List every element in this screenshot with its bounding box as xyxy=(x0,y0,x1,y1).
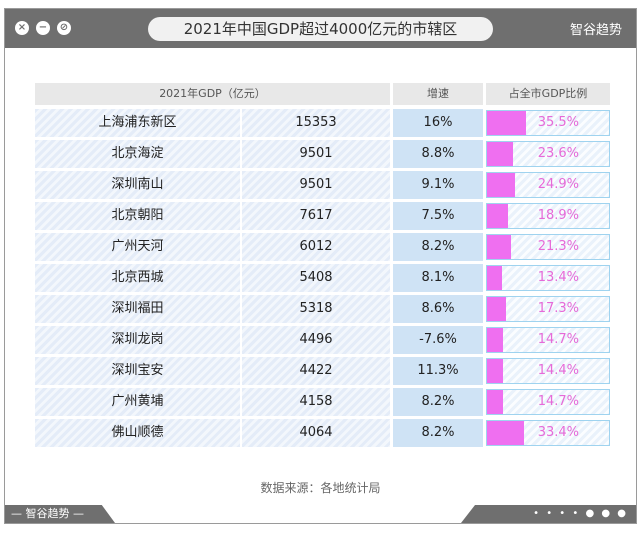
share-cell: 14.7% xyxy=(486,389,610,415)
gdp-value: 5318 xyxy=(242,295,390,323)
gdp-value: 15353 xyxy=(242,109,390,137)
share-cell: 14.4% xyxy=(486,358,610,384)
growth-value: -7.6% xyxy=(393,326,483,354)
gdp-value: 4064 xyxy=(242,419,390,447)
table-row: 深圳龙岗 4496 -7.6% 14.7% xyxy=(35,326,610,354)
close-icon[interactable]: × xyxy=(15,21,29,35)
share-label: 14.7% xyxy=(537,332,579,347)
share-cell: 18.9% xyxy=(486,203,610,229)
share-label: 21.3% xyxy=(537,239,579,254)
cancel-icon[interactable]: ⊘ xyxy=(57,21,71,35)
share-bar xyxy=(487,297,506,321)
share-bar xyxy=(487,235,511,259)
share-label: 14.7% xyxy=(537,394,579,409)
footer-brand: — 智谷趋势 — xyxy=(5,505,115,523)
growth-value: 8.2% xyxy=(393,233,483,261)
share-label: 35.5% xyxy=(537,115,579,130)
table-row: 广州天河 6012 8.2% 21.3% xyxy=(35,233,610,261)
growth-value: 16% xyxy=(393,109,483,137)
share-bar xyxy=(487,390,503,414)
district-name: 广州黄埔 xyxy=(35,388,240,416)
app-window: × − ⊘ 2021年中国GDP超过4000亿元的市辖区 智谷趋势 2021年G… xyxy=(4,8,637,524)
district-name: 上海浦东新区 xyxy=(35,109,240,137)
growth-value: 7.5% xyxy=(393,202,483,230)
table-row: 深圳宝安 4422 11.3% 14.4% xyxy=(35,357,610,385)
gdp-value: 4158 xyxy=(242,388,390,416)
growth-value: 8.2% xyxy=(393,388,483,416)
share-cell: 23.6% xyxy=(486,141,610,167)
growth-value: 8.2% xyxy=(393,419,483,447)
bottom-bar: — 智谷趋势 — • • • • ● ● ● xyxy=(5,505,636,523)
table-row: 北京海淀 9501 8.8% 23.6% xyxy=(35,140,610,168)
gdp-value: 9501 xyxy=(242,171,390,199)
share-cell: 13.4% xyxy=(486,265,610,291)
district-name: 深圳福田 xyxy=(35,295,240,323)
district-name: 深圳宝安 xyxy=(35,357,240,385)
district-name: 深圳龙岗 xyxy=(35,326,240,354)
share-label: 33.4% xyxy=(537,425,579,440)
growth-value: 8.1% xyxy=(393,264,483,292)
share-cell: 24.9% xyxy=(486,172,610,198)
share-label: 23.6% xyxy=(537,146,579,161)
table-row: 深圳福田 5318 8.6% 17.3% xyxy=(35,295,610,323)
share-bar xyxy=(487,359,503,383)
growth-value: 8.6% xyxy=(393,295,483,323)
share-cell: 17.3% xyxy=(486,296,610,322)
district-name: 北京海淀 xyxy=(35,140,240,168)
gdp-value: 5408 xyxy=(242,264,390,292)
table-row: 广州黄埔 4158 8.2% 14.7% xyxy=(35,388,610,416)
gdp-value: 9501 xyxy=(242,140,390,168)
share-cell: 33.4% xyxy=(486,420,610,446)
table-row: 北京西城 5408 8.1% 13.4% xyxy=(35,264,610,292)
header-gdp: 2021年GDP（亿元） xyxy=(35,83,390,105)
table-row: 北京朝阳 7617 7.5% 18.9% xyxy=(35,202,610,230)
gdp-value: 6012 xyxy=(242,233,390,261)
header-growth: 增速 xyxy=(393,83,483,105)
gdp-value: 7617 xyxy=(242,202,390,230)
share-label: 14.4% xyxy=(537,363,579,378)
table-row: 佛山顺德 4064 8.2% 33.4% xyxy=(35,419,610,447)
share-bar xyxy=(487,111,526,135)
share-cell: 35.5% xyxy=(486,110,610,136)
table-row: 深圳南山 9501 9.1% 24.9% xyxy=(35,171,610,199)
share-label: 13.4% xyxy=(537,270,579,285)
title-bar: × − ⊘ 2021年中国GDP超过4000亿元的市辖区 智谷趋势 xyxy=(5,9,636,48)
growth-value: 9.1% xyxy=(393,171,483,199)
page-dots-icon: • • • • ● ● ● xyxy=(461,505,636,523)
share-label: 17.3% xyxy=(537,301,579,316)
table-row: 上海浦东新区 15353 16% 35.5% xyxy=(35,109,610,137)
district-name: 佛山顺德 xyxy=(35,419,240,447)
share-bar xyxy=(487,421,524,445)
district-name: 广州天河 xyxy=(35,233,240,261)
growth-value: 11.3% xyxy=(393,357,483,385)
share-bar xyxy=(487,173,515,197)
share-bar xyxy=(487,266,502,290)
district-name: 北京朝阳 xyxy=(35,202,240,230)
district-name: 深圳南山 xyxy=(35,171,240,199)
share-bar xyxy=(487,204,508,228)
minimize-icon[interactable]: − xyxy=(36,21,50,35)
share-cell: 14.7% xyxy=(486,327,610,353)
gdp-value: 4496 xyxy=(242,326,390,354)
header-share: 占全市GDP比例 xyxy=(486,83,610,105)
share-label: 24.9% xyxy=(537,177,579,192)
growth-value: 8.8% xyxy=(393,140,483,168)
share-bar xyxy=(487,142,513,166)
share-label: 18.9% xyxy=(537,208,579,223)
gdp-value: 4422 xyxy=(242,357,390,385)
window-title: 2021年中国GDP超过4000亿元的市辖区 xyxy=(148,17,493,41)
share-cell: 21.3% xyxy=(486,234,610,260)
data-source: 数据来源：各地统计局 xyxy=(260,481,381,495)
district-name: 北京西城 xyxy=(35,264,240,292)
brand-logo: 智谷趋势 xyxy=(569,23,622,38)
share-bar xyxy=(487,328,503,352)
